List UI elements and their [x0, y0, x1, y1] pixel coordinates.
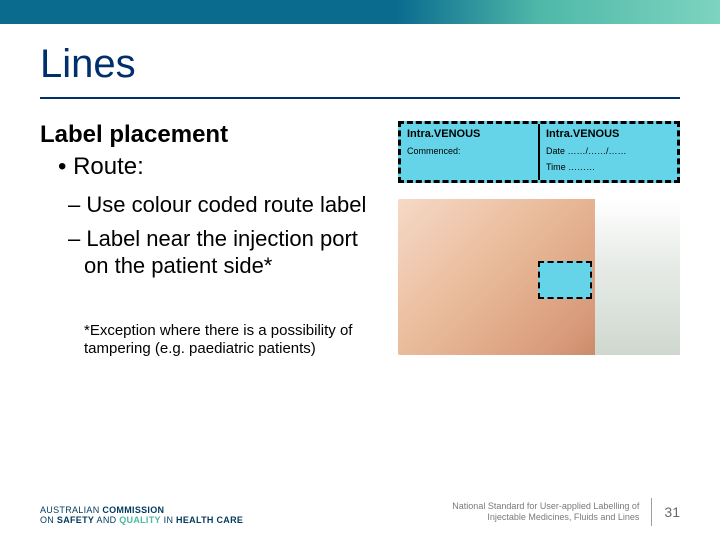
- logo-healthcare: HEALTH CARE: [176, 515, 243, 525]
- logo-safety: SAFETY: [57, 515, 94, 525]
- route-right-time: Time ………: [546, 162, 671, 172]
- route-right-main: VENOUS: [573, 128, 619, 140]
- standard-line2: Injectable Medicines, Fluids and Lines: [452, 512, 639, 523]
- text-column: Label placement Route: Use colour coded …: [40, 121, 378, 359]
- content-area: Label placement Route: Use colour coded …: [0, 121, 720, 359]
- standard-line1: National Standard for User-applied Label…: [452, 501, 639, 512]
- route-left-title: Intra.VENOUS: [407, 128, 532, 140]
- bullet-route: Route:: [40, 153, 378, 181]
- footer-divider: [651, 498, 652, 526]
- route-label-right: Intra.VENOUS Date ……/……/…… Time ………: [538, 124, 677, 180]
- route-right-date: Date ……/……/……: [546, 146, 671, 156]
- footer-right: National Standard for User-applied Label…: [452, 498, 680, 526]
- route-left-sub: Commenced:: [407, 146, 532, 156]
- logo-in: IN: [161, 515, 176, 525]
- logo-commission: COMMISSION: [102, 505, 164, 515]
- standard-reference: National Standard for User-applied Label…: [452, 501, 639, 524]
- commission-logo: AUSTRALIAN COMMISSION ON SAFETY AND QUAL…: [40, 506, 243, 526]
- logo-quality: QUALITY: [119, 515, 161, 525]
- footnote-exception: *Exception where there is a possibility …: [40, 322, 378, 360]
- logo-australian: AUSTRALIAN: [40, 505, 102, 515]
- logo-and: AND: [94, 515, 119, 525]
- footer: AUSTRALIAN COMMISSION ON SAFETY AND QUAL…: [0, 498, 720, 526]
- route-right-title: Intra.VENOUS: [546, 128, 671, 140]
- image-column: Intra.VENOUS Commenced: Intra.VENOUS Dat…: [398, 121, 680, 359]
- route-left-prefix: Intra.: [407, 128, 434, 140]
- bullet-near-port: Label near the injection port on the pat…: [40, 225, 378, 280]
- route-right-prefix: Intra.: [546, 128, 573, 140]
- logo-line2: ON SAFETY AND QUALITY IN HEALTH CARE: [40, 516, 243, 526]
- title-underline: [40, 97, 680, 99]
- header-gradient-bar: [0, 0, 720, 24]
- subheading: Label placement: [40, 121, 378, 149]
- arm-photo: [398, 199, 680, 355]
- logo-on: ON: [40, 515, 57, 525]
- route-label-graphic: Intra.VENOUS Commenced: Intra.VENOUS Dat…: [398, 121, 680, 183]
- mini-route-label-on-arm: [538, 261, 592, 299]
- route-left-main: VENOUS: [434, 128, 480, 140]
- page-number: 31: [664, 504, 680, 520]
- route-label-left: Intra.VENOUS Commenced:: [401, 124, 538, 180]
- slide-title: Lines: [0, 24, 720, 97]
- bullet-colour-coded: Use colour coded route label: [40, 191, 378, 219]
